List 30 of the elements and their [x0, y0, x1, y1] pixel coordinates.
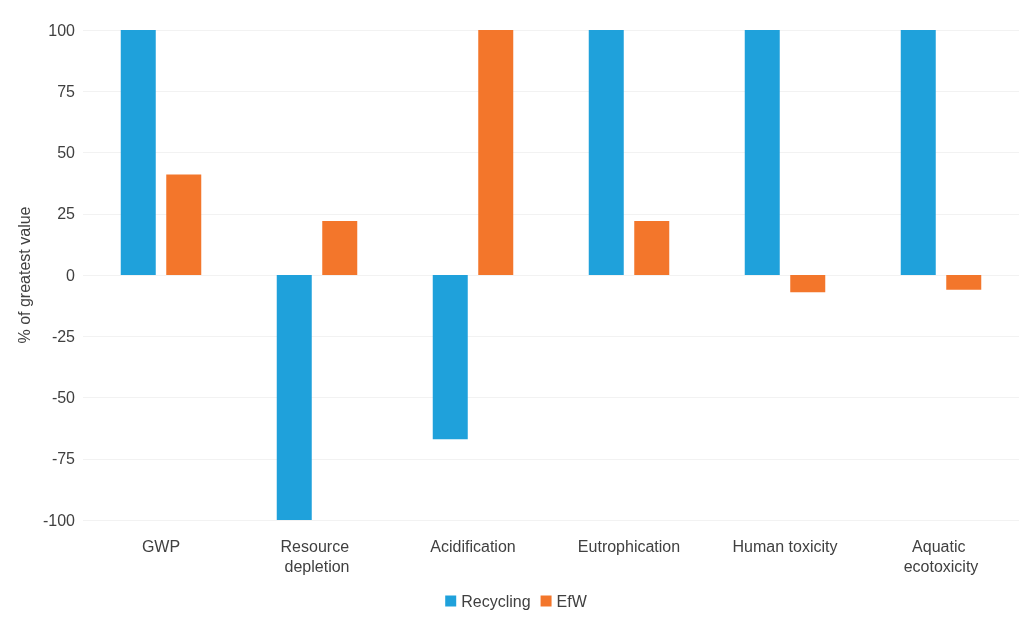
- x-tick-label: Human toxicity: [732, 537, 838, 555]
- x-tick-label: Aquatic ecotoxicity: [903, 537, 979, 575]
- x-tick-label: Resource depletion: [280, 537, 354, 575]
- bar: [322, 221, 358, 275]
- y-tick-label: 25: [57, 205, 76, 223]
- legend-label: EfW: [556, 592, 588, 610]
- bar: [790, 275, 826, 293]
- bar: [946, 275, 982, 290]
- y-tick-label: 75: [57, 82, 76, 100]
- bar: [478, 30, 514, 275]
- bar: [588, 30, 624, 275]
- bar: [120, 30, 156, 275]
- bar: [166, 174, 202, 275]
- x-tick-label: GWP: [141, 537, 181, 555]
- y-tick-label: 0: [66, 266, 76, 284]
- bar: [634, 221, 670, 275]
- bar: [900, 30, 936, 275]
- x-tick-label: Eutrophication: [577, 537, 681, 555]
- y-tick-label: -25: [51, 327, 76, 345]
- y-tick-label: -50: [51, 389, 76, 406]
- legend-label: Recycling: [461, 592, 531, 610]
- bar: [432, 275, 468, 440]
- y-tick-label: -100: [42, 511, 76, 529]
- y-tick-label: 50: [57, 144, 76, 161]
- y-axis-title: % of greatest value: [15, 206, 33, 344]
- y-tick-label: -75: [51, 450, 76, 468]
- bar: [744, 30, 780, 275]
- x-tick-label: Acidification: [430, 537, 516, 555]
- bar: [276, 275, 312, 520]
- y-tick-label: 100: [48, 21, 76, 39]
